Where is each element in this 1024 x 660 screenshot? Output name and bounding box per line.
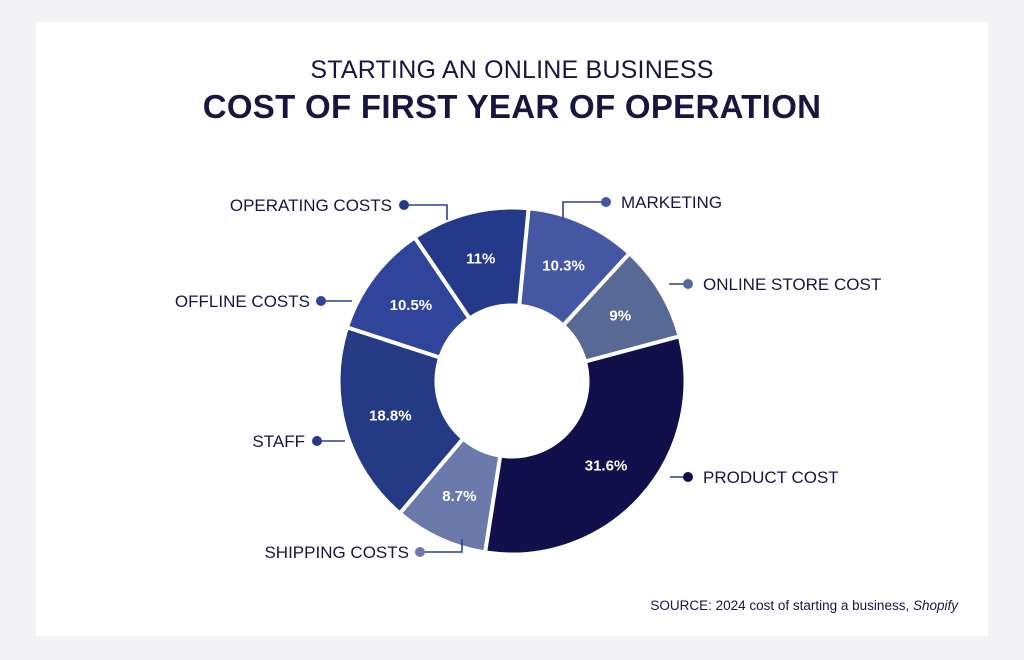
chart-subtitle: STARTING AN ONLINE BUSINESS — [310, 56, 714, 84]
leader-line-operating-costs — [404, 204, 448, 220]
leader-dot-offline-costs — [316, 296, 326, 306]
leader-dot-marketing — [601, 197, 611, 207]
slice-operating-costs — [417, 209, 527, 316]
leader-dot-operating-costs — [399, 200, 409, 210]
category-label-operating-costs: OPERATING COSTS — [230, 196, 392, 215]
value-label-marketing: 10.3% — [542, 257, 585, 274]
value-label-product-cost: 31.6% — [585, 458, 628, 475]
value-label-operating-costs: 11% — [466, 250, 495, 267]
category-label-staff: STAFF — [252, 432, 305, 451]
leader-line-shipping-costs — [420, 539, 463, 553]
category-label-product-cost: PRODUCT COST — [703, 468, 839, 487]
leader-line-marketing — [562, 201, 606, 220]
category-label-offline-costs: OFFLINE COSTS — [175, 292, 310, 311]
value-label-shipping-costs: 8.7% — [442, 488, 476, 505]
value-label-offline-costs: 10.5% — [390, 297, 433, 314]
source-prefix: SOURCE: 2024 cost of starting a business… — [650, 598, 910, 613]
leader-dot-online-store-cost — [683, 279, 693, 289]
value-label-staff: 18.8% — [369, 408, 412, 425]
source-note: SOURCE: 2024 cost of starting a business… — [650, 598, 958, 613]
category-label-marketing: MARKETING — [621, 193, 722, 212]
category-label-online-store-cost: ONLINE STORE COST — [703, 275, 881, 294]
slice-offline-costs — [349, 240, 467, 356]
slice-shipping-costs — [402, 441, 498, 551]
slice-marketing — [521, 210, 627, 323]
leader-dot-product-cost — [683, 472, 693, 482]
value-label-online-store-cost: 9% — [609, 308, 631, 325]
leader-dot-staff — [312, 436, 322, 446]
slice-product-cost — [487, 338, 684, 553]
chart-title: COST OF FIRST YEAR OF OPERATION — [202, 88, 822, 125]
leader-dot-shipping-costs — [415, 547, 425, 557]
source-publisher: Shopify — [912, 598, 958, 613]
slice-staff — [340, 329, 461, 511]
slice-online-store-cost — [566, 256, 678, 359]
category-label-shipping-costs: SHIPPING COSTS — [264, 543, 409, 562]
